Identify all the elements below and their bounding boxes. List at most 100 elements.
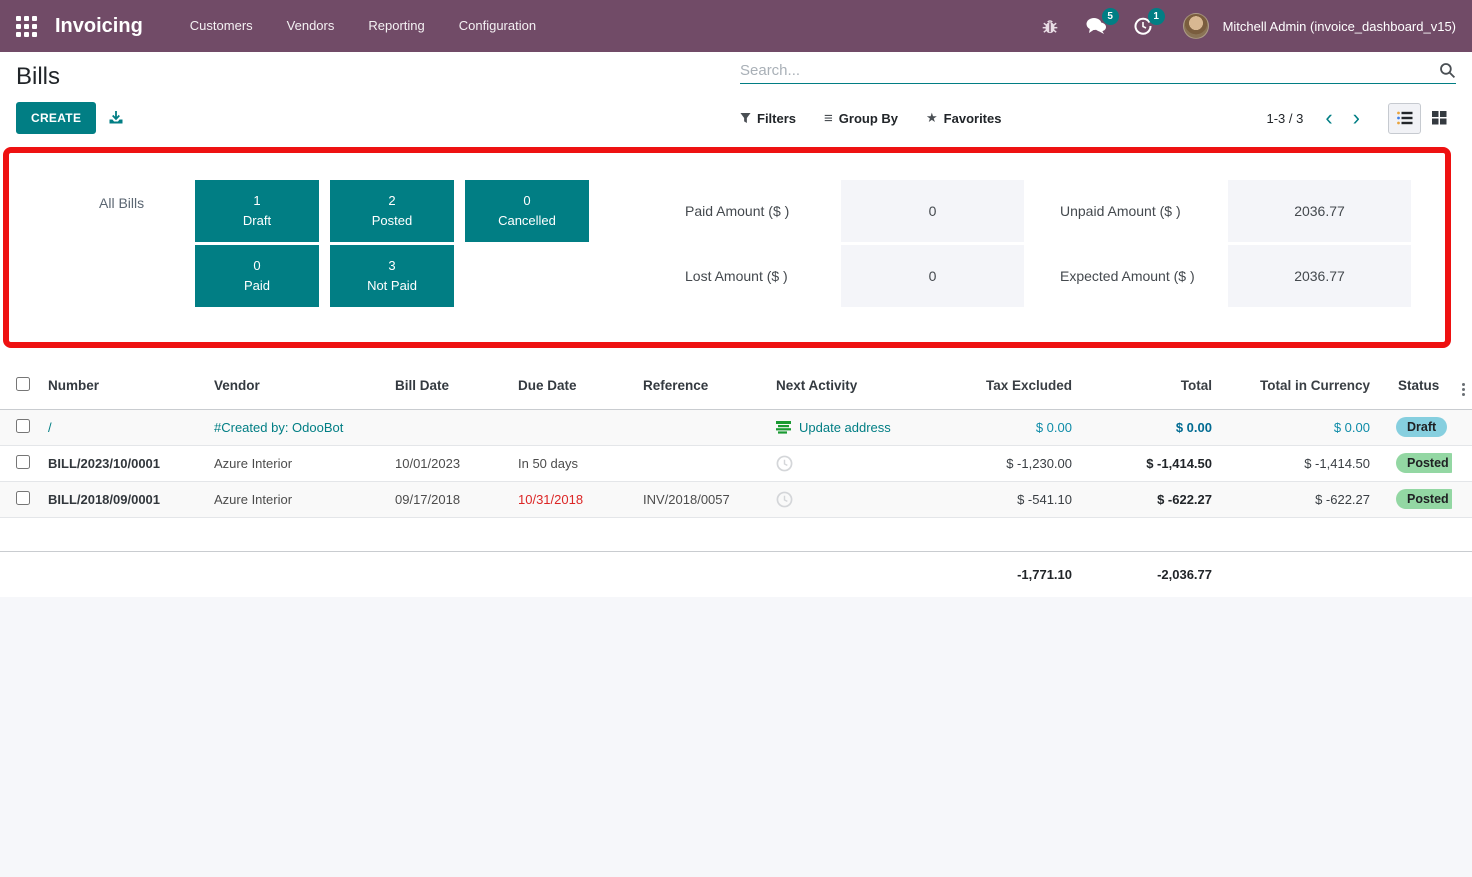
kanban-view-button[interactable] (1423, 103, 1456, 134)
header-due-date[interactable]: Due Date (503, 363, 628, 410)
select-all-checkbox[interactable] (16, 377, 30, 392)
activities-button[interactable]: 1 (1123, 8, 1165, 42)
header-number[interactable]: Number (40, 363, 206, 410)
paid-amount-label: Paid Amount ($ ) (685, 203, 790, 219)
list-view-icon (1396, 111, 1412, 125)
pager-range: 1-3 / 3 (1266, 110, 1304, 126)
unpaid-amount-value: 2036.77 (1228, 180, 1411, 242)
activities-count-badge: 1 (1147, 8, 1165, 25)
header-reference[interactable]: Reference (628, 363, 761, 410)
table-row[interactable]: BILL/2018/09/0001 Azure Interior 09/17/2… (0, 481, 1472, 518)
apps-menu-icon[interactable] (16, 15, 37, 37)
nav-item-reporting[interactable]: Reporting (368, 18, 425, 33)
header-next-activity[interactable]: Next Activity (761, 363, 916, 410)
create-button[interactable]: CREATE (16, 102, 97, 134)
totals-row: -1,771.10 -2,036.77 (0, 551, 1472, 597)
unpaid-amount-label: Unpaid Amount ($ ) (1060, 203, 1181, 219)
chat-bubbles-icon (1086, 18, 1106, 34)
expected-amount-label: Expected Amount ($ ) (1060, 268, 1195, 284)
cell-total: $ -1,414.50 (1080, 445, 1220, 482)
user-avatar[interactable] (1182, 13, 1209, 39)
table-row[interactable]: / #Created by: OdooBot Update address (0, 409, 1472, 446)
export-download-button[interactable] (108, 110, 124, 126)
messages-button[interactable]: 5 (1075, 8, 1119, 42)
pager-next-button[interactable]: › (1352, 105, 1360, 130)
header-status[interactable]: Status (1378, 363, 1452, 410)
control-panel: Bills CREATE Filters ≡ Group (0, 52, 1472, 140)
user-menu[interactable]: Mitchell Admin (invoice_dashboard_v15) (1222, 18, 1456, 34)
cell-reference (628, 445, 761, 482)
cell-number[interactable]: / (40, 409, 206, 446)
cell-bill-date: 09/17/2018 (387, 481, 503, 518)
cell-number[interactable]: BILL/2018/09/0001 (40, 481, 206, 518)
next-activity-cell[interactable]: Update address (776, 420, 908, 435)
optional-columns-icon[interactable] (1460, 381, 1467, 398)
debug-bug-icon[interactable] (1031, 11, 1069, 41)
tax-excluded-sum: -1,771.10 (1017, 566, 1072, 582)
header-vendor[interactable]: Vendor (206, 363, 387, 410)
paid-amount-value: 0 (841, 180, 1024, 242)
nav-item-configuration[interactable]: Configuration (458, 18, 537, 33)
bug-icon (1042, 20, 1057, 34)
cell-number[interactable]: BILL/2023/10/0001 (40, 445, 206, 482)
lost-amount-label: Lost Amount ($ ) (685, 268, 788, 284)
cell-due-date: 10/31/2018 (503, 481, 628, 518)
cell-tax-excluded: $ -1,230.00 (916, 445, 1080, 482)
amounts-grid: Paid Amount ($ ) 0 Unpaid Amount ($ ) 20… (685, 180, 1411, 307)
list-view-button[interactable] (1388, 102, 1421, 134)
draft-count-button[interactable]: 1 Draft (195, 180, 319, 242)
table-header-row: Number Vendor Bill Date Due Date Referen… (0, 363, 1472, 410)
empty-row (0, 517, 1472, 552)
cell-due-date: In 50 days (503, 445, 628, 482)
kanban-view-icon (1432, 111, 1447, 125)
row-checkbox[interactable] (16, 418, 30, 433)
search-icon[interactable] (1439, 62, 1456, 79)
header-total-in-currency[interactable]: Total in Currency (1220, 363, 1378, 410)
cell-bill-date: 10/01/2023 (387, 445, 503, 482)
activity-tasks-icon (776, 420, 791, 434)
cell-total: $ -622.27 (1080, 481, 1220, 518)
nav-item-customers[interactable]: Customers (189, 18, 253, 33)
activity-clock-icon (776, 455, 793, 471)
cell-reference (628, 409, 761, 446)
header-tax-excluded[interactable]: Tax Excluded (916, 363, 1080, 410)
filters-button[interactable]: Filters (740, 105, 810, 132)
app-brand[interactable]: Invoicing (55, 14, 143, 37)
cell-total: $ 0.00 (1080, 409, 1220, 446)
favorites-button[interactable]: ★ Favorites (926, 110, 1002, 126)
next-activity-cell[interactable] (776, 455, 908, 472)
lost-amount-value: 0 (841, 245, 1024, 307)
status-badge: Posted (1396, 453, 1452, 473)
search-input[interactable] (740, 62, 1439, 79)
all-bills-label[interactable]: All Bills (99, 195, 145, 211)
header-total[interactable]: Total (1080, 363, 1220, 410)
nav-item-vendors[interactable]: Vendors (286, 18, 335, 33)
content-background (0, 597, 1472, 877)
messages-count-badge: 5 (1101, 8, 1119, 25)
cell-total-in-currency: $ -622.27 (1220, 481, 1378, 518)
not-paid-count-button[interactable]: 3 Not Paid (330, 245, 454, 307)
posted-count-button[interactable]: 2 Posted (330, 180, 454, 242)
cell-vendor[interactable]: #Created by: OdooBot (206, 409, 387, 446)
next-activity-cell[interactable] (776, 491, 908, 508)
filter-funnel-icon (740, 112, 751, 124)
total-sum: -2,036.77 (1157, 566, 1212, 582)
cell-tax-excluded: $ 0.00 (916, 409, 1080, 446)
cell-total-in-currency: $ -1,414.50 (1220, 445, 1378, 482)
bills-list: Number Vendor Bill Date Due Date Referen… (0, 363, 1472, 597)
header-bill-date[interactable]: Bill Date (387, 363, 503, 410)
pager-previous-button[interactable]: ‹ (1325, 105, 1333, 130)
cancelled-count-button[interactable]: 0 Cancelled (465, 180, 589, 242)
cell-vendor: Azure Interior (206, 481, 387, 518)
cell-tax-excluded: $ -541.10 (916, 481, 1080, 518)
star-icon: ★ (926, 110, 938, 125)
row-checkbox[interactable] (16, 454, 30, 469)
group-by-button[interactable]: ≡ Group By (824, 109, 899, 127)
status-badge: Draft (1396, 417, 1448, 437)
paid-count-button[interactable]: 0 Paid (195, 245, 319, 307)
row-checkbox[interactable] (16, 490, 30, 505)
activity-clock-icon (776, 491, 793, 507)
search-bar (740, 62, 1456, 84)
table-row[interactable]: BILL/2023/10/0001 Azure Interior 10/01/2… (0, 445, 1472, 482)
status-buttons-grid: 1 Draft 2 Posted 0 Cancelled 0 Paid 3 No… (195, 180, 589, 307)
